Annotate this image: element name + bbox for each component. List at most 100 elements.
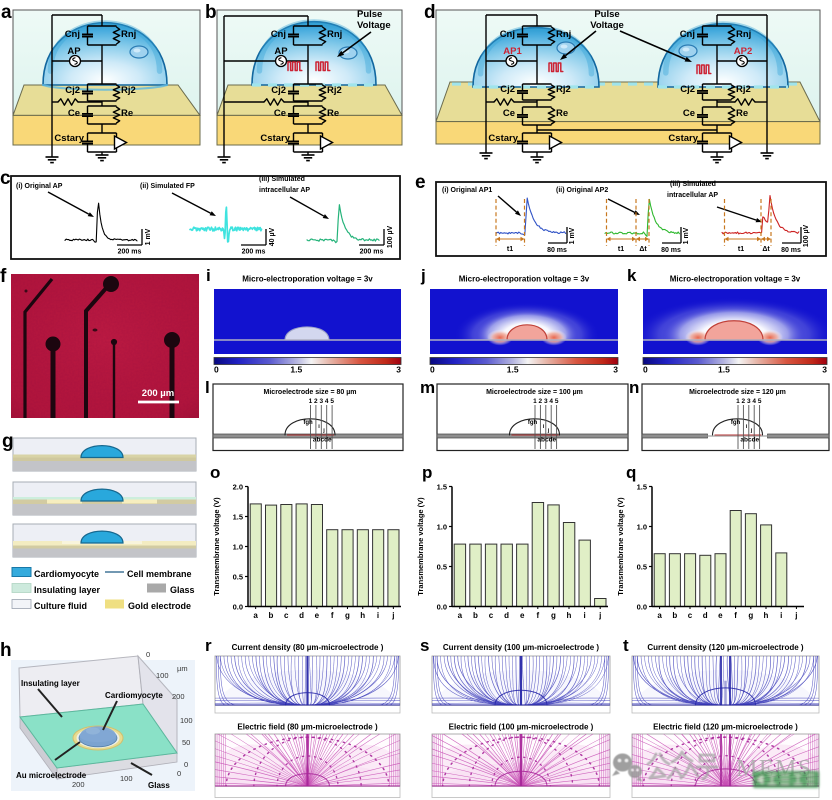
svg-text:0.0: 0.0: [637, 602, 647, 611]
svg-text:Micro-electroporation voltage: Micro-electroporation voltage = 3v: [242, 275, 373, 284]
svg-text:Rnj: Rnj: [556, 29, 571, 40]
svg-text:0: 0: [214, 365, 219, 375]
svg-text:Re: Re: [556, 108, 568, 119]
svg-text:f: f: [0, 266, 7, 287]
svg-text:Re: Re: [736, 108, 748, 119]
svg-text:i: i: [780, 611, 782, 620]
svg-text:Rnj: Rnj: [736, 29, 751, 40]
svg-text:80 ms: 80 ms: [547, 247, 567, 254]
svg-text:0: 0: [643, 365, 648, 375]
svg-text:Current density (100 µm-microe: Current density (100 µm-microelectrode ): [443, 643, 600, 652]
svg-text:Insulating layer: Insulating layer: [21, 679, 80, 688]
svg-text:t1: t1: [618, 246, 624, 253]
svg-text:g: g: [2, 431, 14, 452]
svg-text:1.5: 1.5: [718, 365, 730, 375]
svg-text:Insulating layer: Insulating layer: [34, 585, 101, 595]
svg-text:Cstary: Cstary: [488, 133, 518, 144]
svg-text:0.0: 0.0: [437, 602, 447, 611]
svg-text:r: r: [205, 636, 212, 655]
svg-text:Cj2: Cj2: [65, 85, 80, 96]
svg-text:a: a: [1, 2, 12, 23]
svg-text:c: c: [0, 168, 11, 189]
svg-text:1.0: 1.0: [637, 522, 647, 531]
svg-text:1.5: 1.5: [437, 482, 447, 491]
svg-text:1 2 3 4 5: 1 2 3 4 5: [309, 398, 335, 405]
svg-text:0: 0: [430, 365, 435, 375]
svg-text:Glass: Glass: [148, 781, 170, 790]
svg-text:200: 200: [72, 780, 85, 789]
svg-text:Current density (120 µm-microe: Current density (120 µm-microelectrode ): [647, 643, 804, 652]
svg-text:Ce: Ce: [503, 108, 515, 119]
svg-text:Cj2: Cj2: [680, 84, 695, 95]
svg-text:abcde: abcde: [537, 437, 556, 444]
svg-text:h: h: [567, 611, 572, 620]
svg-text:Cell membrane: Cell membrane: [127, 569, 192, 579]
svg-text:Cj2: Cj2: [271, 85, 286, 96]
svg-text:c: c: [489, 611, 494, 620]
svg-text:0.5: 0.5: [437, 562, 447, 571]
svg-text:AP2: AP2: [734, 46, 752, 57]
svg-text:Rj2: Rj2: [327, 85, 342, 96]
svg-text:Transmembrane voltage (V): Transmembrane voltage (V): [616, 497, 625, 596]
svg-text:j: j: [547, 428, 550, 434]
svg-text:i: i: [543, 424, 545, 430]
svg-text:(iii) Simulated: (iii) Simulated: [670, 181, 716, 188]
svg-text:AP: AP: [274, 46, 288, 57]
svg-text:3: 3: [613, 365, 618, 375]
svg-text:Micro-electroporation voltage: Micro-electroporation voltage = 3v: [670, 275, 801, 284]
svg-text:h: h: [764, 611, 769, 620]
svg-text:(i) Original AP: (i) Original AP: [16, 183, 63, 190]
svg-text:fgh: fgh: [303, 420, 313, 426]
svg-text:100 µV: 100 µV: [803, 225, 810, 248]
svg-text:1.5: 1.5: [290, 365, 302, 375]
svg-text:Δt: Δt: [762, 246, 770, 253]
svg-text:i: i: [583, 611, 585, 620]
svg-text:1 2 3 4 5: 1 2 3 4 5: [533, 398, 559, 405]
svg-text:abcde: abcde: [740, 437, 759, 444]
svg-text:i: i: [377, 611, 379, 620]
svg-text:e: e: [315, 611, 320, 620]
svg-text:Ce: Ce: [683, 108, 695, 119]
svg-text:100: 100: [156, 671, 169, 680]
svg-text:Rj2: Rj2: [121, 85, 136, 96]
svg-text:p: p: [422, 463, 432, 482]
svg-text:Electric field (120 µm-microel: Electric field (120 µm-microelectrode ): [653, 723, 798, 732]
svg-text:h: h: [0, 640, 12, 661]
svg-text:(ii) Simulated FP: (ii) Simulated FP: [140, 183, 195, 190]
svg-text:intracellular AP: intracellular AP: [667, 192, 718, 199]
svg-text:Ce: Ce: [68, 108, 80, 119]
svg-text:Rj2: Rj2: [736, 84, 751, 95]
svg-text:g: g: [345, 611, 350, 620]
svg-text:j: j: [750, 428, 753, 434]
svg-text:m: m: [420, 378, 435, 397]
svg-text:Transmembrane voltage (V): Transmembrane voltage (V): [416, 497, 425, 596]
svg-text:Rnj: Rnj: [327, 29, 342, 40]
svg-text:0: 0: [177, 769, 181, 778]
svg-text:Cnj: Cnj: [271, 29, 286, 40]
svg-text:AP1: AP1: [503, 46, 522, 57]
svg-text:a: a: [253, 611, 258, 620]
svg-text:0.5: 0.5: [637, 562, 647, 571]
svg-text:e: e: [415, 172, 426, 193]
svg-text:k: k: [627, 266, 637, 285]
svg-text:Au microelectrode: Au microelectrode: [16, 771, 87, 780]
svg-text:Cardiomyocyte: Cardiomyocyte: [34, 569, 99, 579]
svg-text:1.5: 1.5: [233, 512, 243, 521]
svg-text:40 µV: 40 µV: [269, 227, 276, 246]
svg-text:Δt: Δt: [639, 246, 647, 253]
svg-text:c: c: [688, 611, 693, 620]
svg-text:i: i: [206, 266, 211, 285]
svg-text:s: s: [420, 636, 429, 655]
svg-text:0: 0: [184, 760, 188, 769]
svg-text:3: 3: [822, 365, 827, 375]
svg-text:j: j: [420, 266, 426, 285]
svg-text:Micro-electroporation voltage: Micro-electroporation voltage = 3v: [459, 275, 590, 284]
svg-text:Voltage: Voltage: [590, 20, 624, 31]
svg-text:1.0: 1.0: [437, 522, 447, 531]
svg-text:100: 100: [180, 716, 193, 725]
svg-text:i: i: [746, 424, 748, 430]
svg-text:Cstary: Cstary: [668, 133, 698, 144]
svg-text:g: g: [551, 611, 556, 620]
svg-text:100 µV: 100 µV: [387, 226, 394, 249]
svg-text:Transmembrane voltage (V): Transmembrane voltage (V): [212, 497, 221, 596]
